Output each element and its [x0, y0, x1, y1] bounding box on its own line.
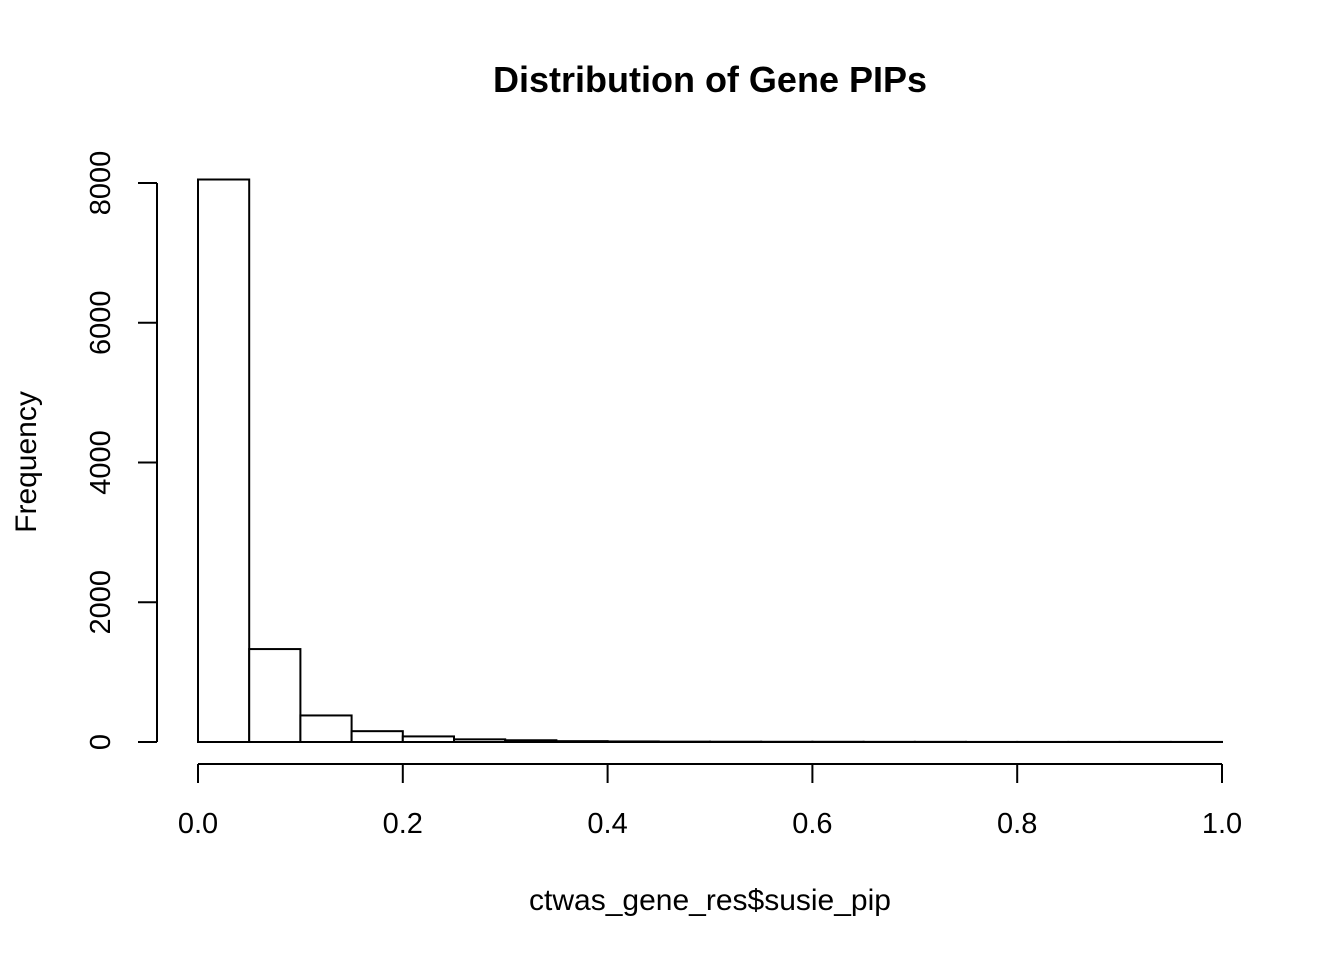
y-tick-label: 4000 [85, 430, 117, 495]
chart-title: Distribution of Gene PIPs [493, 59, 927, 100]
x-tick-label: 0.2 [383, 808, 423, 840]
x-tick-label: 0.4 [587, 808, 627, 840]
x-axis-label: ctwas_gene_res$susie_pip [529, 884, 891, 917]
y-tick-label: 6000 [85, 290, 117, 355]
bars-group [197, 178, 1224, 744]
histogram-bar [299, 714, 353, 744]
y-tick-label: 2000 [85, 570, 117, 635]
x-axis: 0.0 0.2 0.4 0.6 0.8 1.0 [178, 763, 1242, 840]
x-tick-label: 0.8 [997, 808, 1037, 840]
x-tick-label: 0.0 [178, 808, 218, 840]
histogram-bar [350, 730, 404, 743]
histogram-bar [453, 738, 507, 743]
histogram-bar [606, 740, 660, 743]
histogram-bar [248, 648, 302, 743]
histogram-bar [401, 735, 455, 743]
histogram-bar [504, 739, 558, 743]
y-tick-label: 0 [85, 734, 117, 750]
y-axis: 0 2000 4000 6000 8000 [85, 151, 158, 750]
histogram-bar [555, 740, 609, 743]
y-tick-label: 8000 [85, 151, 117, 216]
x-tick-label: 0.6 [792, 808, 832, 840]
histogram-bar [197, 178, 251, 744]
y-axis-label: Frequency [10, 391, 43, 533]
x-tick-label: 1.0 [1202, 808, 1242, 840]
